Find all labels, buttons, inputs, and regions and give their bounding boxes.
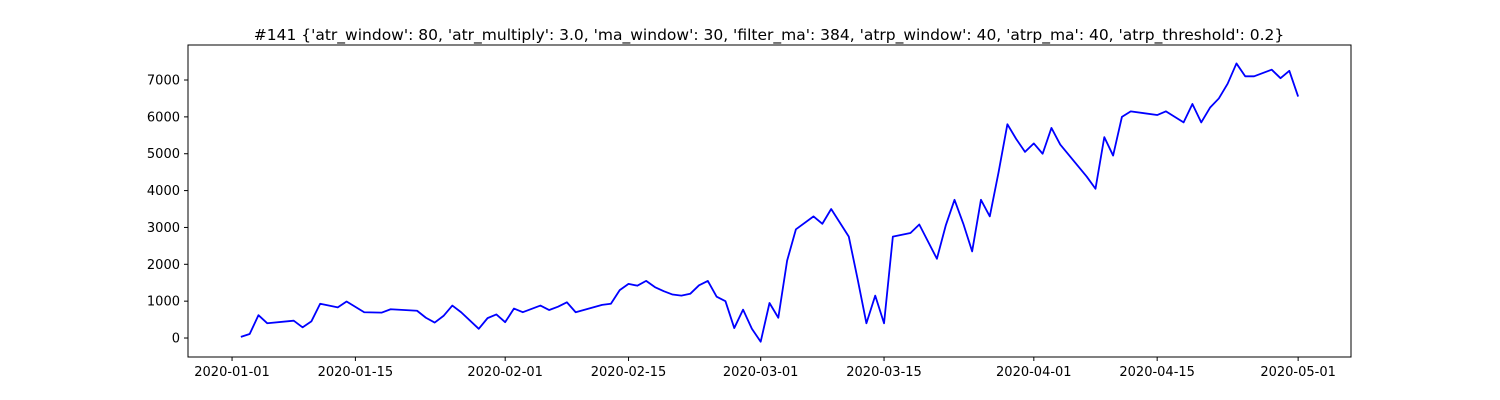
y-tick-label: 5000 [147,147,180,162]
y-tick-label: 4000 [147,184,180,199]
y-tick-label: 3000 [147,221,180,236]
line-series [240,62,1299,343]
y-tick-label: 2000 [147,258,180,273]
chart-title: #141 {'atr_window': 80, 'atr_multiply': … [254,26,1285,45]
plot-frame [187,44,1352,358]
y-tick-label: 7000 [147,74,180,89]
x-tick-label: 2020-02-01 [467,365,543,380]
x-tick-label: 2020-02-15 [591,365,667,380]
x-tick-label: 2020-05-01 [1260,365,1336,380]
x-tick-label: 2020-03-01 [723,365,799,380]
x-tick-label: 2020-04-15 [1119,365,1195,380]
y-tick-label: 6000 [147,110,180,125]
y-tick-label: 0 [172,332,180,347]
x-tick-label: 2020-01-15 [318,365,394,380]
x-tick-label: 2020-01-01 [194,365,270,380]
x-tick-label: 2020-03-15 [846,365,922,380]
y-tick-label: 1000 [147,295,180,310]
x-tick-label: 2020-04-01 [996,365,1072,380]
